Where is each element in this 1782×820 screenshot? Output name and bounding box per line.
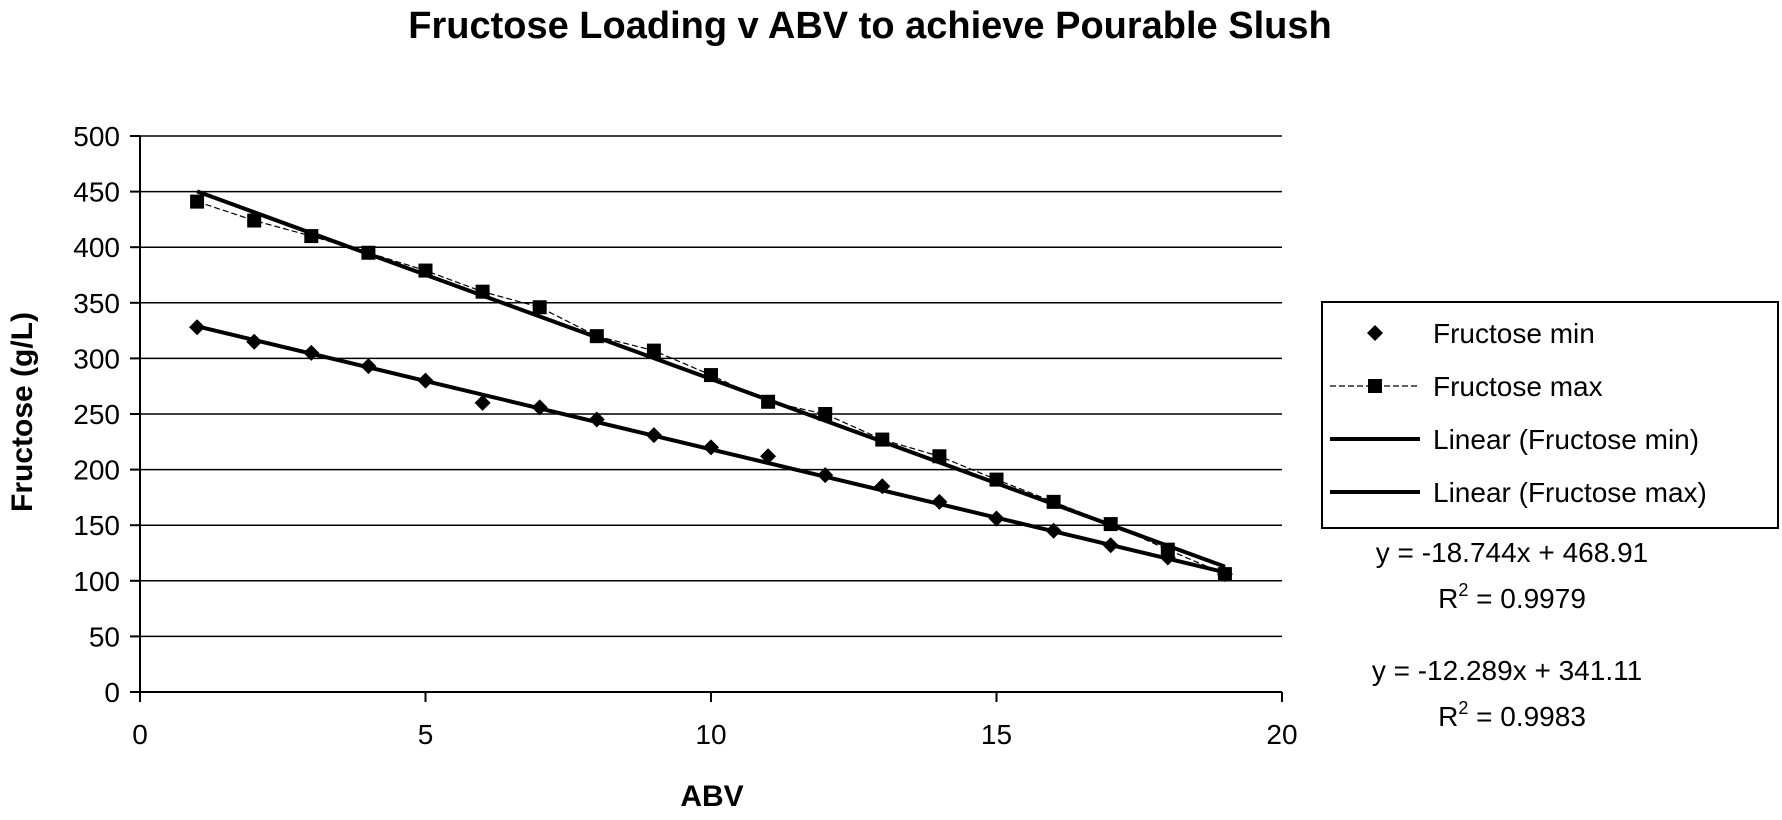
y-tick-label: 200	[73, 455, 120, 486]
point-min	[189, 319, 205, 335]
equation-max: y = -18.744x + 468.91	[1376, 537, 1648, 568]
legend-label-linear-min: Linear (Fructose min)	[1433, 424, 1699, 455]
point-max	[818, 407, 832, 421]
y-tick-label: 450	[73, 177, 120, 208]
point-max	[1218, 567, 1232, 581]
point-max	[304, 229, 318, 243]
x-tick-label: 15	[981, 719, 1012, 750]
legend-label-linear-max: Linear (Fructose max)	[1433, 477, 1707, 508]
x-tick-labels: 0 5 10 15 20	[132, 719, 1297, 750]
point-max	[247, 214, 261, 228]
y-tick-label: 400	[73, 232, 120, 263]
y-tick-label: 300	[73, 343, 120, 374]
trendline-equations: y = -18.744x + 468.91 R2 = 0.9979 y = -1…	[1372, 537, 1648, 732]
point-min	[1103, 537, 1119, 553]
axes	[130, 136, 1282, 702]
legend-label-fructose-min: Fructose min	[1433, 318, 1595, 349]
r-squared-min: R2 = 0.9983	[1438, 698, 1586, 732]
point-max	[590, 329, 604, 343]
y-tick-label: 350	[73, 288, 120, 319]
point-max	[932, 449, 946, 463]
y-tick-label: 500	[73, 121, 120, 152]
point-min	[989, 511, 1005, 527]
point-max	[875, 433, 889, 447]
y-axis-title: Fructose (g/L)	[6, 312, 39, 512]
y-tick-labels: 0 50 100 150 200 250 300 350 400 450 500	[73, 121, 120, 708]
x-tick-label: 0	[132, 719, 148, 750]
y-tick-label: 50	[89, 621, 120, 652]
point-min	[418, 373, 434, 389]
point-max	[990, 473, 1004, 487]
point-min	[931, 494, 947, 510]
x-axis-title: ABV	[680, 780, 743, 813]
equation-min: y = -12.289x + 341.11	[1372, 655, 1642, 686]
point-max	[533, 300, 547, 314]
y-tick-label: 0	[104, 677, 120, 708]
y-tick-label: 250	[73, 399, 120, 430]
point-max	[1161, 543, 1175, 557]
series-line-max	[197, 202, 1225, 575]
point-min	[360, 358, 376, 374]
point-min	[646, 427, 662, 443]
legend: Fructose min Fructose max Linear (Fructose…	[1322, 302, 1778, 528]
y-tick-label: 100	[73, 566, 120, 597]
x-tick-label: 5	[418, 719, 434, 750]
gridlines	[140, 136, 1282, 636]
point-max	[1104, 517, 1118, 531]
point-min	[532, 399, 548, 415]
point-max	[1047, 495, 1061, 509]
point-min	[703, 439, 719, 455]
point-min	[246, 334, 262, 350]
y-tick-label: 150	[73, 510, 120, 541]
point-max	[361, 246, 375, 260]
point-max	[761, 395, 775, 409]
point-max	[419, 264, 433, 278]
point-max	[476, 285, 490, 299]
point-max	[647, 344, 661, 358]
legend-swatch-fructose-max	[1368, 379, 1382, 393]
point-max	[190, 195, 204, 209]
legend-label-fructose-max: Fructose max	[1433, 371, 1603, 402]
x-tick-label: 20	[1266, 719, 1297, 750]
point-max	[704, 368, 718, 382]
x-tick-label: 10	[695, 719, 726, 750]
r-squared-max: R2 = 0.9979	[1438, 580, 1586, 614]
series-group	[189, 195, 1233, 583]
chart-title: Fructose Loading v ABV to achieve Pourab…	[408, 5, 1331, 47]
